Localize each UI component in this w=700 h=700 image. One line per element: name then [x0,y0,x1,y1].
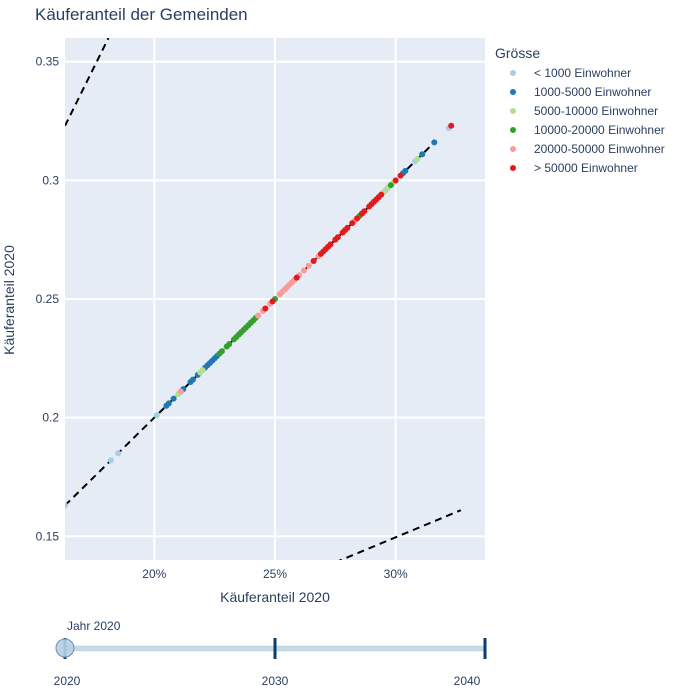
y-tick-labels: 0.15 0.2 0.25 0.3 0.35 [36,55,60,544]
y-axis-label: Käuferanteil 2020 [1,245,17,355]
data-points [65,122,455,509]
legend-item-label: 10000-20000 Einwohner [534,123,665,137]
data-point [414,156,421,163]
data-point [419,151,426,158]
data-point [199,367,206,374]
legend-marker [510,108,516,114]
x-tick-label: 30% [384,567,408,581]
reference-line [65,38,110,127]
legend-title: Grösse [495,45,540,61]
data-point [300,267,307,274]
legend-item-label: < 1000 Einwohner [534,66,631,80]
data-point [344,224,351,231]
x-axis-label: Käuferanteil 2020 [220,589,330,605]
legend-marker [510,70,516,76]
legend-marker [510,127,516,133]
data-point [387,182,394,189]
y-tick-label: 0.35 [36,55,60,69]
data-point [170,395,177,402]
data-point [226,341,233,348]
y-tick-label: 0.3 [42,173,59,187]
legend-item-label: 20000-50000 Einwohner [534,142,665,156]
y-tick-label: 0.25 [36,292,60,306]
legend-item-label: 1000-5000 Einwohner [534,85,651,99]
legend-marker [510,89,516,95]
data-point [397,172,404,179]
data-point [448,122,455,129]
x-tick-label: 20% [142,567,166,581]
slider-tick-label: 2020 [54,674,81,688]
slider-tick-label: 2040 [454,674,481,688]
data-point [107,457,114,464]
data-point [165,400,172,407]
y-tick-label: 0.15 [36,529,60,543]
slider-handle[interactable] [55,638,75,658]
legend-item-label: 5000-10000 Einwohner [534,104,658,118]
data-point [255,312,262,319]
data-point [361,208,368,215]
legend-marker [510,165,516,171]
data-point [153,412,160,419]
data-point [334,234,341,241]
data-point [402,167,409,174]
data-point [262,305,269,312]
legend-marker [510,146,516,152]
data-point [305,262,312,269]
data-point [392,177,399,184]
data-point [354,215,361,222]
chart-title: Käuferanteil der Gemeinden [35,5,248,24]
x-tick-labels: 20% 25% 30% [142,567,408,581]
x-tick-label: 25% [263,567,287,581]
data-point [431,139,438,146]
data-point [218,348,225,355]
data-point [65,502,68,509]
slider-current-value: Jahr 2020 [67,619,121,633]
data-point [189,376,196,383]
reference-line [338,509,462,560]
slider-tick-label: 2030 [262,674,289,688]
y-tick-label: 0.2 [42,411,59,425]
data-point [349,220,356,227]
legend: Grösse < 1000 Einwohner 1000-5000 Einwohn… [495,45,665,175]
data-point [269,298,276,305]
data-point [293,274,300,281]
data-point [327,241,334,248]
legend-item-label: > 50000 Einwohner [534,161,638,175]
data-point [177,388,184,395]
year-slider[interactable]: Jahr 2020 2020 2030 2040 [54,619,487,688]
data-point [310,258,317,265]
data-point [378,191,385,198]
data-point [115,450,122,457]
